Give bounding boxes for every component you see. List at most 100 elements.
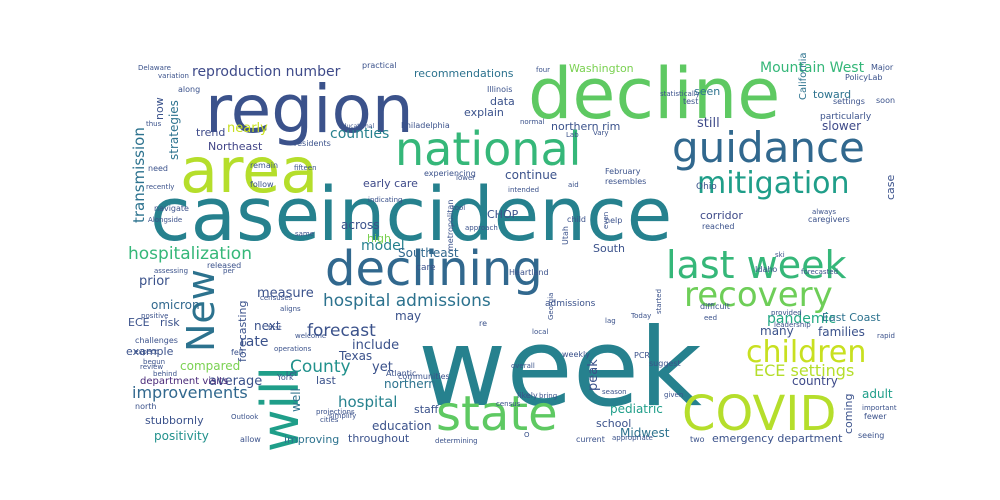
word-34: Northeast — [208, 140, 263, 153]
word-132: child — [567, 215, 586, 224]
word-48: high — [367, 232, 391, 245]
word-44: corridor — [700, 209, 743, 222]
word-156: projections — [316, 408, 355, 416]
word-21: improvements — [132, 383, 248, 402]
word-115: suggest — [649, 359, 681, 368]
word-182: tool — [452, 204, 465, 212]
word-192: eed — [704, 314, 717, 322]
word-176: welcome — [295, 332, 326, 340]
word-30: continue — [505, 168, 557, 182]
word-12: New — [179, 269, 223, 352]
word-172: always — [812, 208, 836, 216]
word-55: ECE — [128, 316, 150, 329]
word-6: national — [395, 122, 581, 176]
word-168: local — [532, 328, 548, 336]
word-23: County — [290, 357, 351, 377]
word-116: PCR — [634, 351, 650, 360]
word-52: prior — [139, 274, 170, 289]
word-46: CHOP — [487, 208, 519, 221]
word-149: indicating — [368, 196, 402, 204]
word-148: remain — [250, 161, 278, 170]
word-53: omicron — [151, 298, 200, 312]
word-24: ECE settings — [754, 361, 854, 380]
word-194: care — [416, 263, 436, 273]
word-18: hospital admissions — [323, 291, 491, 311]
word-109: communities — [398, 372, 450, 381]
word-99: Illinois — [487, 85, 512, 94]
word-120: current — [576, 435, 605, 444]
word-66: peak — [586, 359, 601, 391]
word-160: given — [664, 391, 683, 399]
word-138: assessing — [154, 267, 188, 275]
word-41: explain — [464, 106, 504, 119]
word-170: re — [479, 319, 487, 328]
word-26: pandemic — [767, 311, 836, 327]
word-131: Utah — [561, 226, 570, 245]
word-173: ski — [775, 251, 785, 259]
word-147: educational — [339, 123, 374, 130]
word-22: forecast — [307, 321, 376, 341]
word-158: census — [496, 400, 521, 408]
word-47: across — [341, 218, 379, 232]
word-95: Major — [871, 63, 894, 72]
word-118: likely — [517, 391, 538, 400]
word-56: risk — [160, 316, 180, 329]
word-73: education — [372, 419, 432, 433]
word-49: Southeast — [398, 246, 459, 260]
word-190: statistically — [660, 90, 700, 98]
word-188: bring — [539, 392, 557, 400]
word-5: area — [180, 134, 318, 207]
word-166: Today — [630, 312, 651, 320]
word-61: include — [352, 338, 399, 353]
word-19: transmission — [130, 127, 148, 223]
word-145: Lab — [566, 131, 579, 139]
word-68: country — [792, 374, 838, 388]
word-137: navigate — [154, 204, 189, 213]
word-13: last week — [666, 243, 846, 287]
word-84: stubbornly — [145, 414, 204, 427]
word-122: allow — [240, 435, 261, 444]
word-71: many — [760, 324, 794, 338]
word-7: guidance — [672, 123, 865, 172]
word-189: appropriate — [612, 434, 653, 442]
word-2: incidence — [318, 172, 672, 258]
word-191: O — [524, 431, 530, 439]
word-175: determining — [435, 437, 478, 445]
word-110: admissions — [545, 299, 596, 309]
word-39: Washington — [569, 62, 634, 75]
word-144: normal — [520, 118, 545, 126]
word-1: case — [150, 172, 320, 258]
word-28: counties — [330, 126, 389, 142]
word-167: started — [655, 289, 663, 314]
word-25: Mountain West — [760, 60, 865, 76]
word-14: recovery — [684, 275, 833, 315]
word-75: Midwest — [620, 426, 670, 440]
word-98: Delaware — [138, 64, 171, 72]
word-178: behind — [153, 370, 177, 378]
word-181: same — [295, 230, 314, 238]
word-111: operations — [274, 345, 312, 353]
word-29: model — [361, 238, 405, 254]
word-108: Atlantic — [386, 369, 416, 378]
word-150: intended — [508, 186, 539, 194]
word-134: follow — [250, 180, 274, 189]
word-125: challenges — [135, 336, 178, 345]
word-180: Alongside — [148, 216, 182, 224]
word-91: California — [798, 53, 809, 101]
word-32: nearly — [227, 121, 268, 136]
word-59: average — [209, 374, 262, 389]
word-86: now — [153, 97, 166, 120]
word-112: leadership — [774, 321, 811, 329]
word-37: toward — [813, 88, 851, 101]
word-139: released — [207, 261, 241, 270]
word-185: lower — [456, 174, 475, 182]
word-165: provided — [771, 309, 802, 317]
word-177: thus — [146, 120, 162, 128]
word-152: review — [140, 363, 163, 371]
word-83: department visits — [140, 376, 228, 387]
word-97: practical — [362, 61, 397, 70]
word-153: expect — [134, 348, 158, 356]
word-157: simplify — [329, 412, 356, 420]
word-186: Vary — [593, 129, 609, 137]
